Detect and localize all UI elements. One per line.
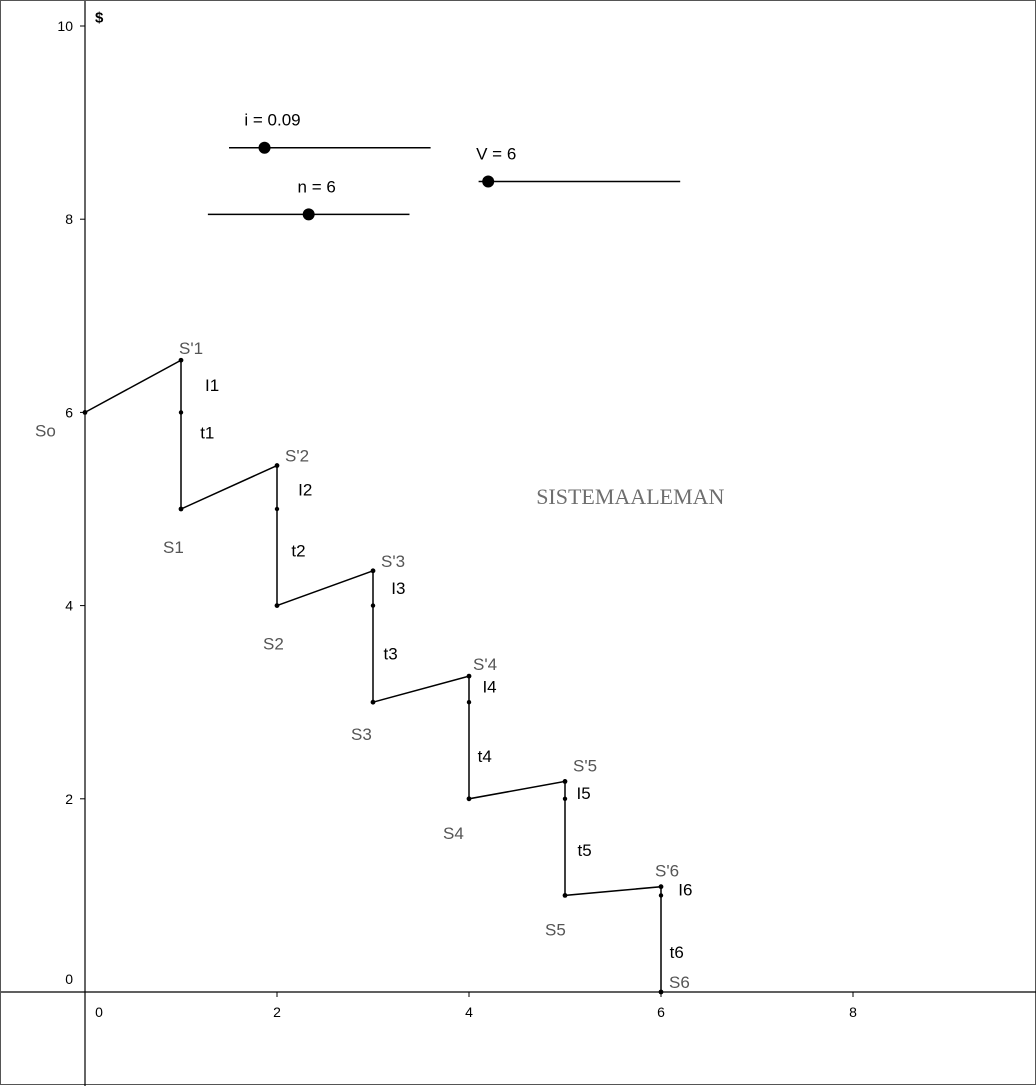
point-label: S2: [263, 635, 284, 654]
y-tick-label: 4: [65, 598, 73, 614]
slider-i[interactable]: i = 0.09: [229, 111, 431, 154]
point-S4[interactable]: [466, 796, 472, 802]
point-S2[interactable]: [274, 603, 280, 608]
slider-thumb[interactable]: [302, 208, 315, 221]
point-label: S'3: [381, 552, 405, 571]
y-tick-label: 10: [57, 18, 73, 34]
staircase-series: [84, 358, 662, 992]
segment-label-I4: I4: [482, 678, 496, 697]
vertical-marker-point: [178, 410, 184, 415]
segment-label-I6: I6: [678, 880, 692, 899]
vertical-marker-point: [274, 506, 280, 512]
x-tick-label: 2: [273, 1004, 281, 1020]
data-points: [82, 357, 664, 995]
point-Sprime4[interactable]: [466, 673, 472, 679]
point-label: S'1: [179, 339, 203, 358]
point-Sprime5[interactable]: [562, 779, 568, 784]
sliders[interactable]: i = 0.09 n = 6 V = 6: [207, 111, 681, 221]
point-labels: So S'1 S1 S'2 S2 S'3 S3 S'4 S4 S'5 S5 S'6 S6: [35, 339, 690, 992]
x-tick-label: 4: [465, 1004, 473, 1020]
vertical-marker-point: [466, 700, 472, 705]
segment-label-I3: I3: [391, 579, 405, 598]
slider-thumb[interactable]: [482, 175, 495, 188]
segment-labels: I1 t1 I2 t2 I3 t3 I4 t4 I5 t5 I6 t6: [200, 376, 692, 962]
point-label: S5: [545, 920, 566, 939]
point-Sprime3[interactable]: [370, 568, 376, 574]
point-Sprime1[interactable]: [178, 357, 184, 363]
y-tick-label: 2: [65, 791, 73, 807]
segment-label-t1: t1: [200, 423, 214, 442]
slider-label: V = 6: [476, 145, 516, 164]
vertical-marker-point: [370, 603, 376, 608]
point-label: S'5: [573, 756, 597, 775]
point-label: S6: [669, 973, 690, 992]
point-label: S1: [163, 538, 184, 557]
staircase-line: [84, 358, 662, 992]
point-S1[interactable]: [178, 506, 184, 512]
y-tick-label: 8: [65, 211, 73, 227]
point-Sprime2[interactable]: [274, 463, 280, 468]
x-tick-label: 0: [95, 1004, 103, 1020]
annotation: SISTEMAALEMAN: [536, 484, 724, 509]
x-tick-label: 8: [849, 1004, 857, 1020]
slider-n[interactable]: n = 6: [207, 177, 410, 221]
slider-label: n = 6: [298, 177, 336, 196]
y-unit-label: $: [95, 10, 104, 27]
segment-label-t6: t6: [670, 943, 684, 962]
tick-labels: 0 2 4 6 8 0 2 4 6 8 10 $: [57, 10, 857, 1020]
point-label: So: [35, 421, 56, 440]
slider-V[interactable]: V = 6: [476, 145, 681, 188]
segment-label-I5: I5: [577, 784, 591, 803]
point-S5[interactable]: [562, 893, 568, 898]
point-So[interactable]: [82, 410, 88, 415]
point-S6[interactable]: [658, 989, 664, 995]
slider-label: i = 0.09: [244, 111, 300, 130]
vertical-marker-point: [658, 893, 664, 898]
segment-label-I1: I1: [205, 376, 219, 395]
point-label: S4: [443, 824, 464, 843]
point-label: S3: [351, 725, 372, 744]
point-label: S'2: [285, 447, 309, 466]
segment-label-t5: t5: [577, 841, 591, 860]
x-tick-label: 6: [657, 1004, 665, 1020]
point-label: S'4: [473, 655, 497, 674]
vertical-marker-point: [562, 796, 568, 801]
point-label: S'6: [655, 862, 679, 881]
point-Sprime6[interactable]: [658, 884, 664, 890]
segment-label-t4: t4: [478, 747, 492, 766]
point-S3[interactable]: [370, 699, 376, 705]
segment-label-t2: t2: [291, 541, 305, 560]
segment-label-t3: t3: [384, 645, 398, 664]
y-tick-label: 0: [65, 971, 73, 987]
segment-label-I2: I2: [298, 480, 312, 499]
annotation-text: SISTEMAALEMAN: [536, 484, 724, 509]
y-tick-label: 6: [65, 404, 73, 420]
slider-thumb[interactable]: [258, 141, 271, 154]
